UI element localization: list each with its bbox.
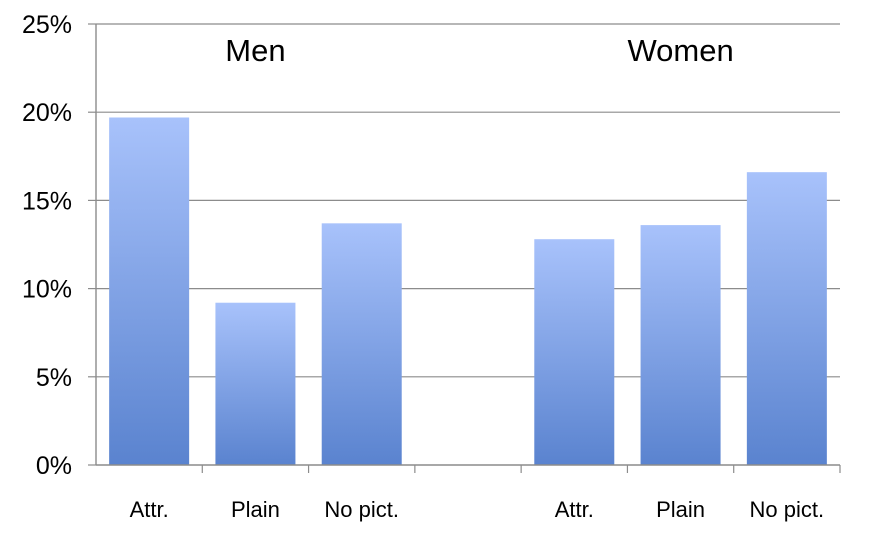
bar: [746, 172, 827, 465]
y-tick-label: 15%: [22, 187, 72, 215]
x-tick-label: No pict.: [324, 497, 399, 522]
bar: [534, 239, 615, 465]
bar: [640, 225, 721, 465]
bar: [109, 117, 190, 465]
axes: [88, 23, 841, 473]
x-tick-label: Plain: [656, 497, 705, 522]
y-tick-label: 20%: [22, 99, 72, 127]
y-tick-label: 25%: [22, 11, 72, 39]
group-label: Women: [627, 33, 733, 68]
bar: [215, 302, 296, 465]
y-tick-label: 0%: [36, 452, 72, 480]
bars: [109, 117, 827, 465]
labels: 0% 5% 10% 15% 20% 25% Attr. Plain No pict. Attr. P…: [22, 11, 824, 522]
x-tick-label: No pict.: [750, 497, 825, 522]
y-tick-label: 5%: [36, 364, 72, 392]
y-tick-label: 10%: [22, 276, 72, 304]
x-tick-label: Attr.: [555, 497, 594, 522]
gridlines: [96, 23, 840, 378]
group-label: Men: [225, 33, 285, 68]
bar: [321, 223, 402, 465]
x-tick-label: Attr.: [130, 497, 169, 522]
x-tick-label: Plain: [231, 497, 280, 522]
